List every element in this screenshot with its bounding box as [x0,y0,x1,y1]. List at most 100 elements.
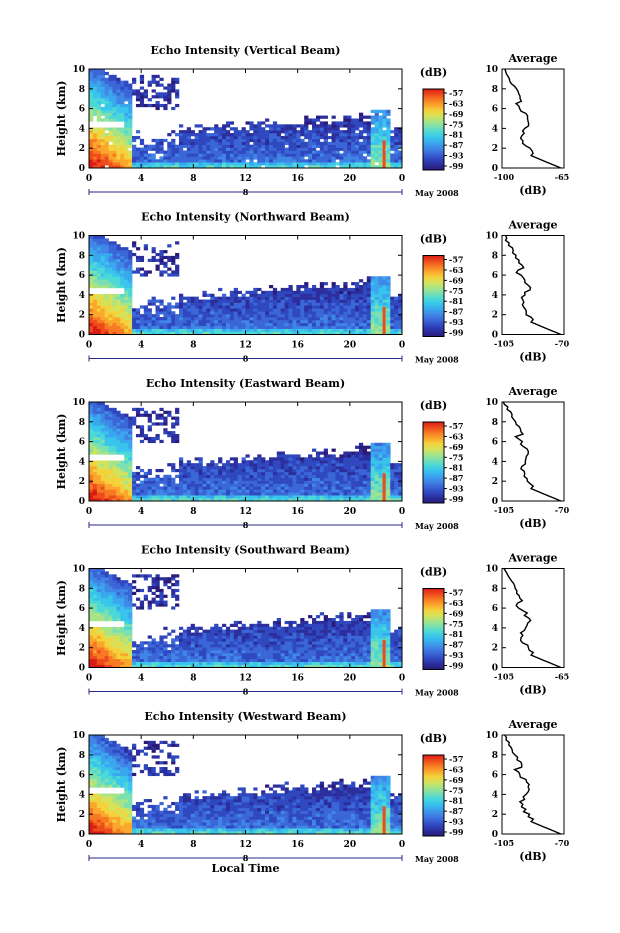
heatmap-cell [332,302,336,305]
heatmap-cell [382,282,386,285]
heatmap-cell [285,153,289,156]
heatmap-cell [93,84,97,87]
heatmap-cell [101,270,105,273]
heatmap-cell [171,466,175,469]
heatmap-cell [359,478,363,481]
heatmap-cell [112,624,116,627]
heatmap-cell [93,492,97,495]
heatmap-cell [296,326,300,329]
heatmap-cell [112,662,116,665]
heatmap-cell [316,495,320,498]
heatmap-cell [116,95,120,98]
heatmap-cell [382,452,386,455]
heatmap-cell [285,127,289,130]
heatmap-cell [109,446,113,449]
heatmap-cell [187,156,191,159]
heatmap-cell [246,130,250,133]
heatmap-cell [367,294,371,297]
heatmap-cell [120,486,124,489]
heatmap-cell [116,595,120,598]
heatmap-cell [335,288,339,291]
heatmap-cell [167,153,171,156]
heatmap-cell [277,151,281,154]
heatmap-cell [89,297,93,300]
heatmap-cell [116,609,120,612]
heatmap-cell [316,127,320,130]
heatmap-cell [93,78,97,81]
heatmap-cell [101,142,105,145]
heatmap-cell [390,156,394,159]
heatmap-cell [152,320,156,323]
heatmap-cell [300,151,304,154]
heatmap-cell [109,489,113,492]
heatmap-cell [124,621,128,624]
heatmap-cell [367,159,371,162]
heatmap-cell [124,592,128,595]
heatmap-cell [214,320,218,323]
heatmap-cell [257,323,261,326]
heatmap-cell [109,270,113,273]
heatmap-cell [105,484,109,487]
heatmap-cell [308,495,312,498]
heatmap-cell [273,481,277,484]
heatmap-cell [347,475,351,478]
heatmap-cell [324,484,328,487]
heatmap-cell [261,151,265,154]
heatmap-cell [140,81,144,84]
heatmap-cell [97,323,101,326]
heatmap-cell [273,133,277,136]
heatmap-cell [261,142,265,145]
heatmap-cell [167,463,171,466]
heatmap-cell [343,314,347,317]
heatmap-cell [281,317,285,320]
heatmap-cell [128,317,132,320]
heatmap-cell [367,285,371,288]
heatmap-cell [335,492,339,495]
heatmap-cell [93,656,97,659]
heatmap-cell [191,466,195,469]
heatmap-cell [289,130,293,133]
heatmap-cell [105,253,109,256]
heatmap-cell [152,644,156,647]
heatmap-cell [273,136,277,139]
heatmap-cell [171,107,175,110]
heatmap-cell [105,454,109,457]
heatmap-cell [242,323,246,326]
heatmap-cell [320,142,324,145]
heatmap-cell [343,460,347,463]
heatmap-cell [163,595,167,598]
heatmap-cell [167,142,171,145]
heatmap-cell [167,577,171,580]
heatmap-cell [187,317,191,320]
heatmap-cell [324,156,328,159]
heatmap-cell [367,121,371,124]
heatmap-cell [367,291,371,294]
heatmap-cell [234,139,238,142]
heatmap-cell [152,314,156,317]
heatmap-cell [120,101,124,104]
heatmap-cell [355,156,359,159]
heatmap-cell [242,484,246,487]
heatmap-cell [312,159,316,162]
heatmap-cell [163,86,167,89]
heatmap-cell [269,460,273,463]
heatmap-cell [144,437,148,440]
heatmap-cell [214,148,218,151]
heatmap-cell [179,294,183,297]
heatmap-cell [120,472,124,475]
heatmap-cell [210,294,214,297]
heatmap-cell [316,329,320,332]
heatmap-cell [343,119,347,122]
heatmap-cell [269,127,273,130]
heatmap-cell [112,609,116,612]
heatmap-cell [116,81,120,84]
heatmap-cell [101,119,105,122]
heatmap-cell [116,633,120,636]
heatmap-cell [312,460,316,463]
heatmap-cell [230,133,234,136]
heatmap-cell [136,659,140,662]
heatmap-cell [394,320,398,323]
heatmap-cell [128,136,132,139]
heatmap-cell [124,136,128,139]
heatmap-cell [156,329,160,332]
